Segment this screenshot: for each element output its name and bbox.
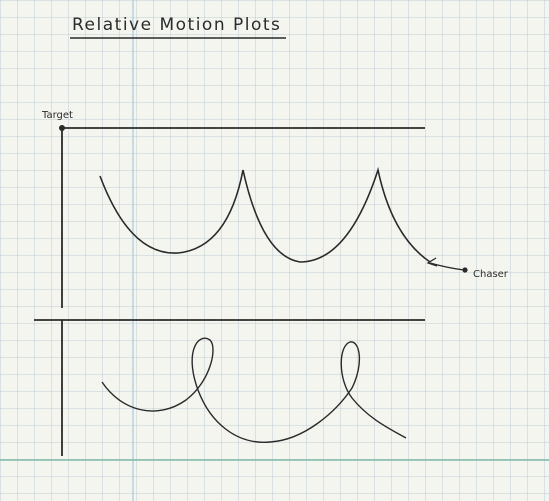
diagram-title: Relative Motion Plots <box>72 15 281 35</box>
target-label: Target <box>41 110 73 121</box>
chaser-label: Chaser <box>473 269 509 280</box>
lower-plot-chaser-trajectory <box>101 337 407 443</box>
upper-plot-chaser-trajectory <box>99 166 431 263</box>
chaser-point <box>462 267 468 273</box>
chaser-connector-line <box>429 262 465 271</box>
trajectory-arrowhead <box>426 257 438 267</box>
